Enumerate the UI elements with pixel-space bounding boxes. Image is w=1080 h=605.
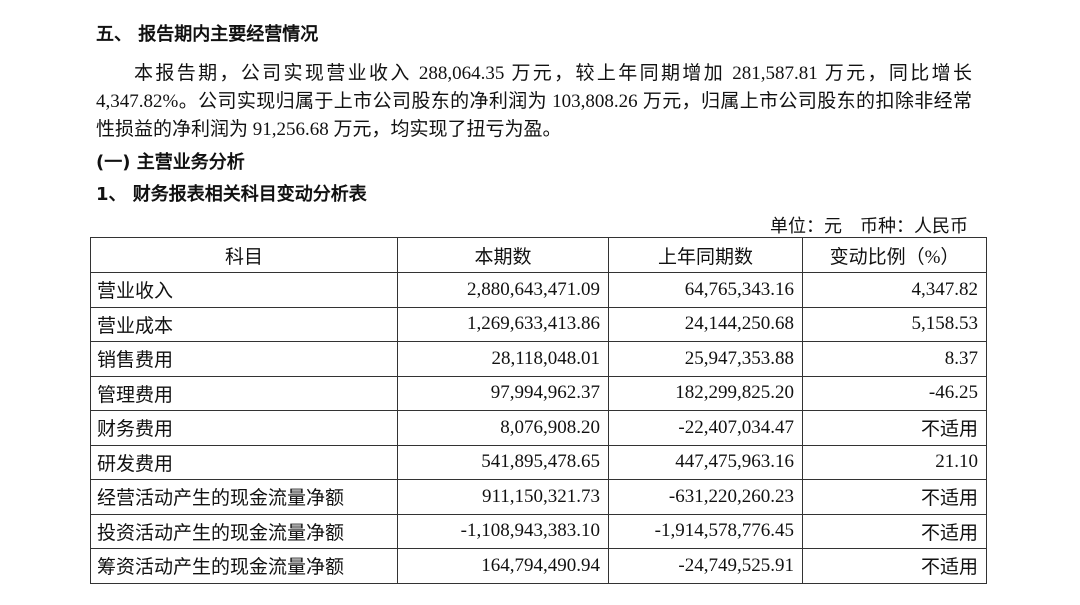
cell-prior: -24,749,525.91 [608,548,803,584]
cell-item: 营业成本 [90,306,398,342]
table-row: 研发费用 541,895,478.65 447,475,963.16 21.10 [90,444,987,480]
table-header-row: 科目 本期数 上年同期数 变动比例（%） [90,237,987,273]
table-row: 经营活动产生的现金流量净额 911,150,321.73 -631,220,260.… [90,479,987,515]
table-row: 管理费用 97,994,962.37 182,299,825.20 -46.25 [90,375,987,411]
table-row: 筹资活动产生的现金流量净额 164,794,490.94 -24,749,525.9… [90,548,987,584]
cell-change: 21.10 [802,444,987,480]
header-current: 本期数 [397,237,609,273]
table-title: 1、 财务报表相关科目变动分析表 [96,184,367,205]
cell-current: 1,269,633,413.86 [397,306,609,342]
cell-current: 2,880,643,471.09 [397,272,609,308]
cell-current: -1,108,943,383.10 [397,513,609,549]
cell-item: 销售费用 [90,341,398,377]
cell-item: 财务费用 [90,410,398,446]
cell-prior: 25,947,353.88 [608,341,803,377]
cell-item: 经营活动产生的现金流量净额 [90,479,398,515]
cell-change: 5,158.53 [802,306,987,342]
summary-paragraph: 本报告期，公司实现营业收入 288,064.35 万元，较上年同期增加 281,… [96,63,972,140]
cell-prior: 24,144,250.68 [608,306,803,342]
cell-item: 研发费用 [90,444,398,480]
cell-current: 541,895,478.65 [397,444,609,480]
cell-prior: 447,475,963.16 [608,444,803,480]
financial-change-table: 科目 本期数 上年同期数 变动比例（%） 营业收入 2,880,643,471.0… [90,237,987,584]
table-row: 投资活动产生的现金流量净额 -1,108,943,383.10 -1,914,578… [90,513,987,549]
cell-change: 8.37 [802,341,987,377]
section-heading: 五、 报告期内主要经营情况 [96,24,319,45]
cell-change: 不适用 [802,548,987,584]
header-change: 变动比例（%） [802,237,987,273]
cell-change: 不适用 [802,479,987,515]
cell-change: 不适用 [802,513,987,549]
cell-current: 28,118,048.01 [397,341,609,377]
unit-note: 单位：元 币种：人民币 [770,216,968,236]
cell-prior: -1,914,578,776.45 [608,513,803,549]
cell-current: 911,150,321.73 [397,479,609,515]
cell-change: 4,347.82 [802,272,987,308]
cell-prior: 182,299,825.20 [608,375,803,411]
cell-current: 97,994,962.37 [397,375,609,411]
cell-current: 164,794,490.94 [397,548,609,584]
cell-current: 8,076,908.20 [397,410,609,446]
cell-item: 营业收入 [90,272,398,308]
table-row: 财务费用 8,076,908.20 -22,407,034.47 不适用 [90,410,987,446]
table-row: 营业收入 2,880,643,471.09 64,765,343.16 4,347.8… [90,272,987,308]
cell-change: -46.25 [802,375,987,411]
cell-item: 投资活动产生的现金流量净额 [90,513,398,549]
table-row: 销售费用 28,118,048.01 25,947,353.88 8.37 [90,341,987,377]
cell-change: 不适用 [802,410,987,446]
cell-item: 筹资活动产生的现金流量净额 [90,548,398,584]
header-prior: 上年同期数 [608,237,803,273]
cell-item: 管理费用 [90,375,398,411]
subheading: (一) 主营业务分析 [96,152,245,173]
cell-prior: 64,765,343.16 [608,272,803,308]
header-item: 科目 [90,237,398,273]
cell-prior: -631,220,260.23 [608,479,803,515]
table-row: 营业成本 1,269,633,413.86 24,144,250.68 5,158.5… [90,306,987,342]
cell-prior: -22,407,034.47 [608,410,803,446]
